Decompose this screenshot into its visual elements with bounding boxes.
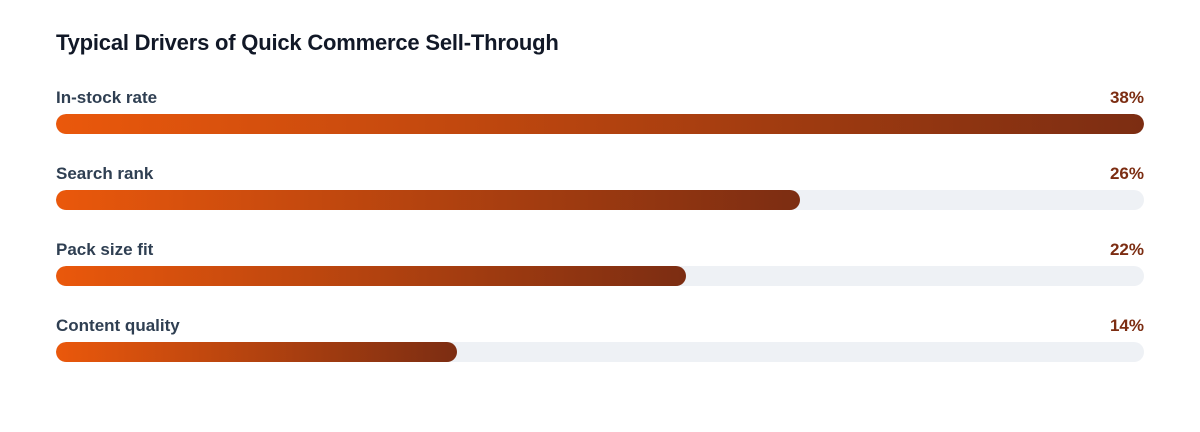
bar-label: In-stock rate <box>56 88 158 107</box>
bar-fill <box>56 114 1144 134</box>
bar-fill <box>56 266 686 286</box>
bar-track <box>56 266 1144 286</box>
bar-value-label: 38% <box>1109 88 1144 107</box>
bar-label: Content quality <box>56 316 180 335</box>
bar-fill <box>56 190 800 210</box>
bar-value-label: 14% <box>1109 316 1144 335</box>
bar-value-label: 26% <box>1109 164 1144 183</box>
bar-track <box>56 114 1144 134</box>
bar-rows: In-stock rate 38% Search rank 26% Pack size … <box>56 86 1144 390</box>
bar-label: Search rank <box>56 164 154 183</box>
bar-track <box>56 342 1144 362</box>
bar-row: Pack size fit 22% <box>56 238 1144 314</box>
bar-fill <box>56 342 457 362</box>
bar-track <box>56 190 1144 210</box>
bar-value-label: 22% <box>1109 240 1144 259</box>
bar-label: Pack size fit <box>56 240 154 259</box>
bar-row: In-stock rate 38% <box>56 86 1144 162</box>
bar-row: Search rank 26% <box>56 162 1144 238</box>
chart-title: Typical Drivers of Quick Commerce Sell-T… <box>56 30 559 55</box>
bar-row: Content quality 14% <box>56 314 1144 390</box>
